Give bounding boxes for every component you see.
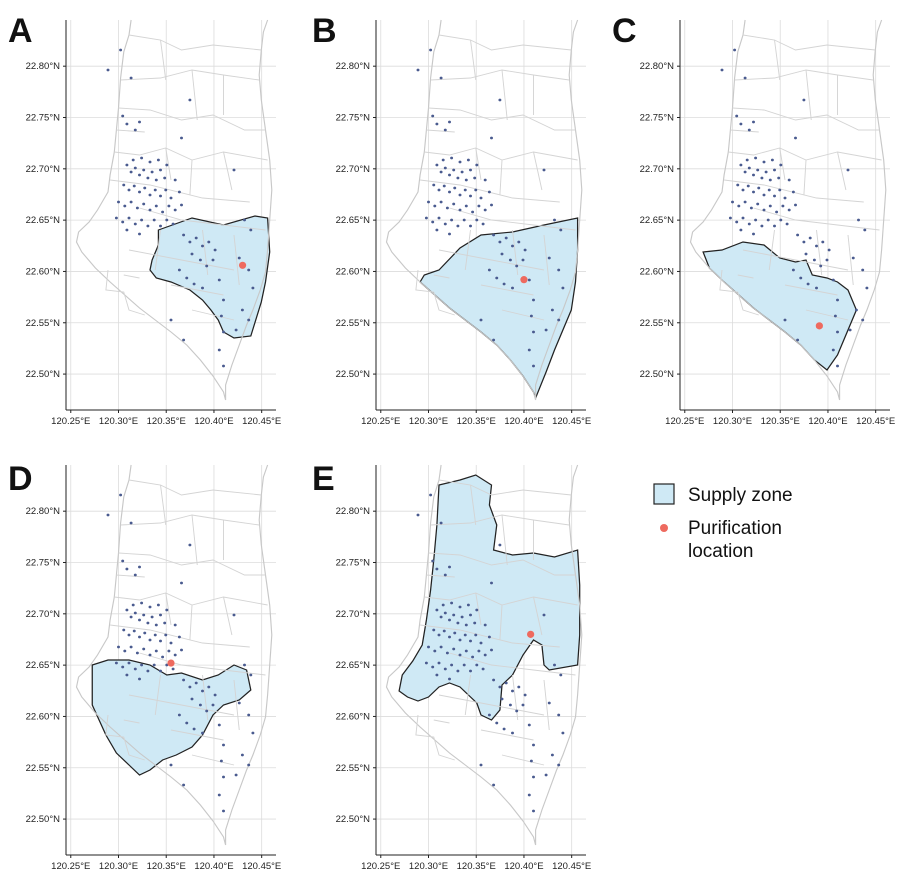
y-tick-label: 22.50°N — [336, 814, 371, 825]
x-tick-label: 120.35°E — [457, 416, 496, 427]
y-tick-label: 22.70°N — [336, 164, 371, 175]
legend-purification-label-line1: Purification — [688, 518, 782, 539]
x-tick-label: 120.40°E — [504, 861, 543, 872]
y-tick-label: 22.60°N — [640, 266, 675, 277]
panel-letter: E — [312, 460, 335, 498]
y-tick-label: 22.75°N — [336, 558, 371, 569]
y-tick-label: 22.55°N — [336, 763, 371, 774]
y-tick-label: 22.75°N — [26, 558, 61, 569]
y-tick-label: 22.80°N — [336, 506, 371, 517]
legend: Supply zone Purification location — [653, 483, 793, 562]
map-panel-b: 120.25°E 120.30°E 120.35°E 120.40°E 120.45°E… — [312, 12, 591, 427]
legend-purification-marker — [660, 524, 668, 532]
purification-location-marker — [527, 630, 535, 638]
purification-location-marker — [815, 322, 823, 330]
y-tick-label: 22.80°N — [640, 61, 675, 72]
y-tick-label: 22.65°N — [26, 215, 61, 226]
y-tick-label: 22.50°N — [336, 369, 371, 380]
x-tick-label: 120.45°E — [552, 861, 591, 872]
x-tick-label: 120.35°E — [761, 416, 800, 427]
x-tick-label: 120.40°E — [194, 416, 233, 427]
map-panel-d: 120.25°E 120.30°E 120.35°E 120.40°E 120.45°E… — [8, 460, 281, 872]
map-panel-e: 120.25°E 120.30°E 120.35°E 120.40°E 120.45°E… — [312, 460, 591, 872]
x-tick-label: 120.40°E — [504, 416, 543, 427]
y-tick-label: 22.60°N — [336, 711, 371, 722]
map-panel-c: 120.25°E 120.30°E 120.35°E 120.40°E 120.45°E… — [612, 12, 895, 427]
purification-location-marker — [167, 659, 175, 667]
y-tick-label: 22.80°N — [336, 61, 371, 72]
purification-location-marker — [520, 276, 528, 284]
map-content — [75, 464, 273, 846]
y-tick-label: 22.65°N — [26, 660, 61, 671]
y-tick-label: 22.65°N — [336, 660, 371, 671]
x-tick-label: 120.40°E — [808, 416, 847, 427]
y-tick-label: 22.80°N — [26, 61, 61, 72]
x-tick-label: 120.45°E — [856, 416, 895, 427]
y-tick-label: 22.75°N — [336, 113, 371, 124]
y-tick-label: 22.70°N — [26, 164, 61, 175]
map-content — [689, 19, 887, 401]
panel-letter: B — [312, 12, 337, 50]
y-tick-label: 22.55°N — [336, 318, 371, 329]
x-tick-label: 120.25°E — [361, 416, 400, 427]
y-tick-label: 22.50°N — [640, 369, 675, 380]
y-tick-label: 22.50°N — [26, 369, 61, 380]
legend-zone-label: Supply zone — [688, 485, 793, 506]
x-tick-label: 120.25°E — [51, 861, 90, 872]
x-tick-label: 120.35°E — [457, 861, 496, 872]
y-tick-label: 22.80°N — [26, 506, 61, 517]
map-content — [75, 19, 273, 401]
map-panel-a: 120.25°E 120.30°E 120.35°E 120.40°E 120.45°E… — [8, 12, 281, 427]
y-tick-label: 22.55°N — [26, 763, 61, 774]
panel-letter: A — [8, 12, 33, 50]
panel-letter: D — [8, 460, 33, 498]
y-tick-label: 22.60°N — [26, 711, 61, 722]
y-tick-label: 22.55°N — [26, 318, 61, 329]
legend-zone-swatch — [653, 483, 675, 505]
supply-zone — [419, 217, 579, 400]
y-tick-label: 22.65°N — [336, 215, 371, 226]
y-tick-label: 22.70°N — [26, 609, 61, 620]
y-tick-label: 22.50°N — [26, 814, 61, 825]
supply-zone — [149, 215, 271, 339]
x-tick-label: 120.25°E — [665, 416, 704, 427]
y-tick-label: 22.60°N — [336, 266, 371, 277]
legend-purification-label-line2: location — [688, 541, 754, 562]
x-tick-label: 120.30°E — [99, 861, 138, 872]
y-tick-label: 22.75°N — [640, 113, 675, 124]
y-tick-label: 22.75°N — [26, 113, 61, 124]
panel-letter: C — [612, 12, 637, 50]
x-tick-label: 120.30°E — [409, 861, 448, 872]
x-tick-label: 120.25°E — [51, 416, 90, 427]
x-tick-label: 120.35°E — [147, 861, 186, 872]
x-tick-label: 120.30°E — [713, 416, 752, 427]
y-tick-label: 22.65°N — [640, 215, 675, 226]
y-tick-label: 22.70°N — [336, 609, 371, 620]
x-tick-label: 120.40°E — [194, 861, 233, 872]
x-tick-label: 120.25°E — [361, 861, 400, 872]
y-tick-label: 22.70°N — [640, 164, 675, 175]
x-tick-label: 120.30°E — [99, 416, 138, 427]
y-tick-label: 22.60°N — [26, 266, 61, 277]
map-content — [385, 464, 583, 846]
x-tick-label: 120.45°E — [242, 416, 281, 427]
y-tick-label: 22.55°N — [640, 318, 675, 329]
supply-zone — [91, 659, 252, 776]
purification-location-marker — [238, 261, 247, 269]
x-tick-label: 120.45°E — [552, 416, 591, 427]
map-content — [385, 19, 583, 401]
x-tick-label: 120.35°E — [147, 416, 186, 427]
x-tick-label: 120.30°E — [409, 416, 448, 427]
x-tick-label: 120.45°E — [242, 861, 281, 872]
